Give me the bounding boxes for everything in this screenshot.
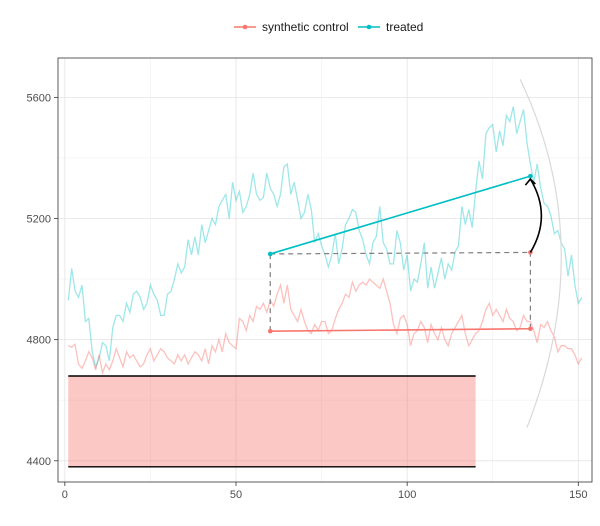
legend: synthetic control treated — [234, 20, 423, 34]
y-axis: 4400 4800 5200 5600 — [27, 92, 58, 468]
treated-segment-start-point — [267, 251, 273, 257]
grid-major — [58, 58, 592, 482]
shaded-band — [68, 376, 476, 467]
x-tick-label: 0 — [62, 489, 68, 501]
annotation-layer — [267, 78, 562, 428]
series-layer — [67, 106, 583, 376]
panel-border — [57, 57, 593, 483]
treated-segment-end-point — [528, 173, 533, 179]
treated-segment — [270, 175, 531, 255]
grid-minor — [58, 58, 592, 482]
control-segment — [270, 327, 531, 332]
legend-key-point — [366, 24, 372, 30]
legend-label: synthetic control — [262, 20, 349, 34]
legend-label: treated — [386, 20, 423, 34]
series-line-synthetic-control — [68, 277, 583, 376]
y-tick-label: 4400 — [27, 456, 51, 468]
faint-arc — [519, 78, 562, 428]
x-tick-label: 150 — [569, 489, 587, 501]
x-tick-label: 50 — [230, 489, 242, 501]
y-tick-label: 4800 — [27, 335, 51, 347]
legend-key-point — [242, 24, 248, 30]
dashed-projection-line — [270, 251, 531, 255]
y-tick-label: 5200 — [27, 214, 51, 226]
control-segment-start-point — [267, 328, 273, 334]
x-axis: 0 50 100 150 — [62, 482, 587, 501]
curved-arrow — [529, 178, 543, 253]
curved-arrow-head — [524, 177, 536, 186]
band-layer — [68, 375, 476, 468]
y-tick-label: 5600 — [27, 92, 51, 104]
x-tick-label: 100 — [398, 489, 416, 501]
series-line-treated — [67, 106, 583, 370]
control-segment-end-point — [528, 326, 533, 332]
